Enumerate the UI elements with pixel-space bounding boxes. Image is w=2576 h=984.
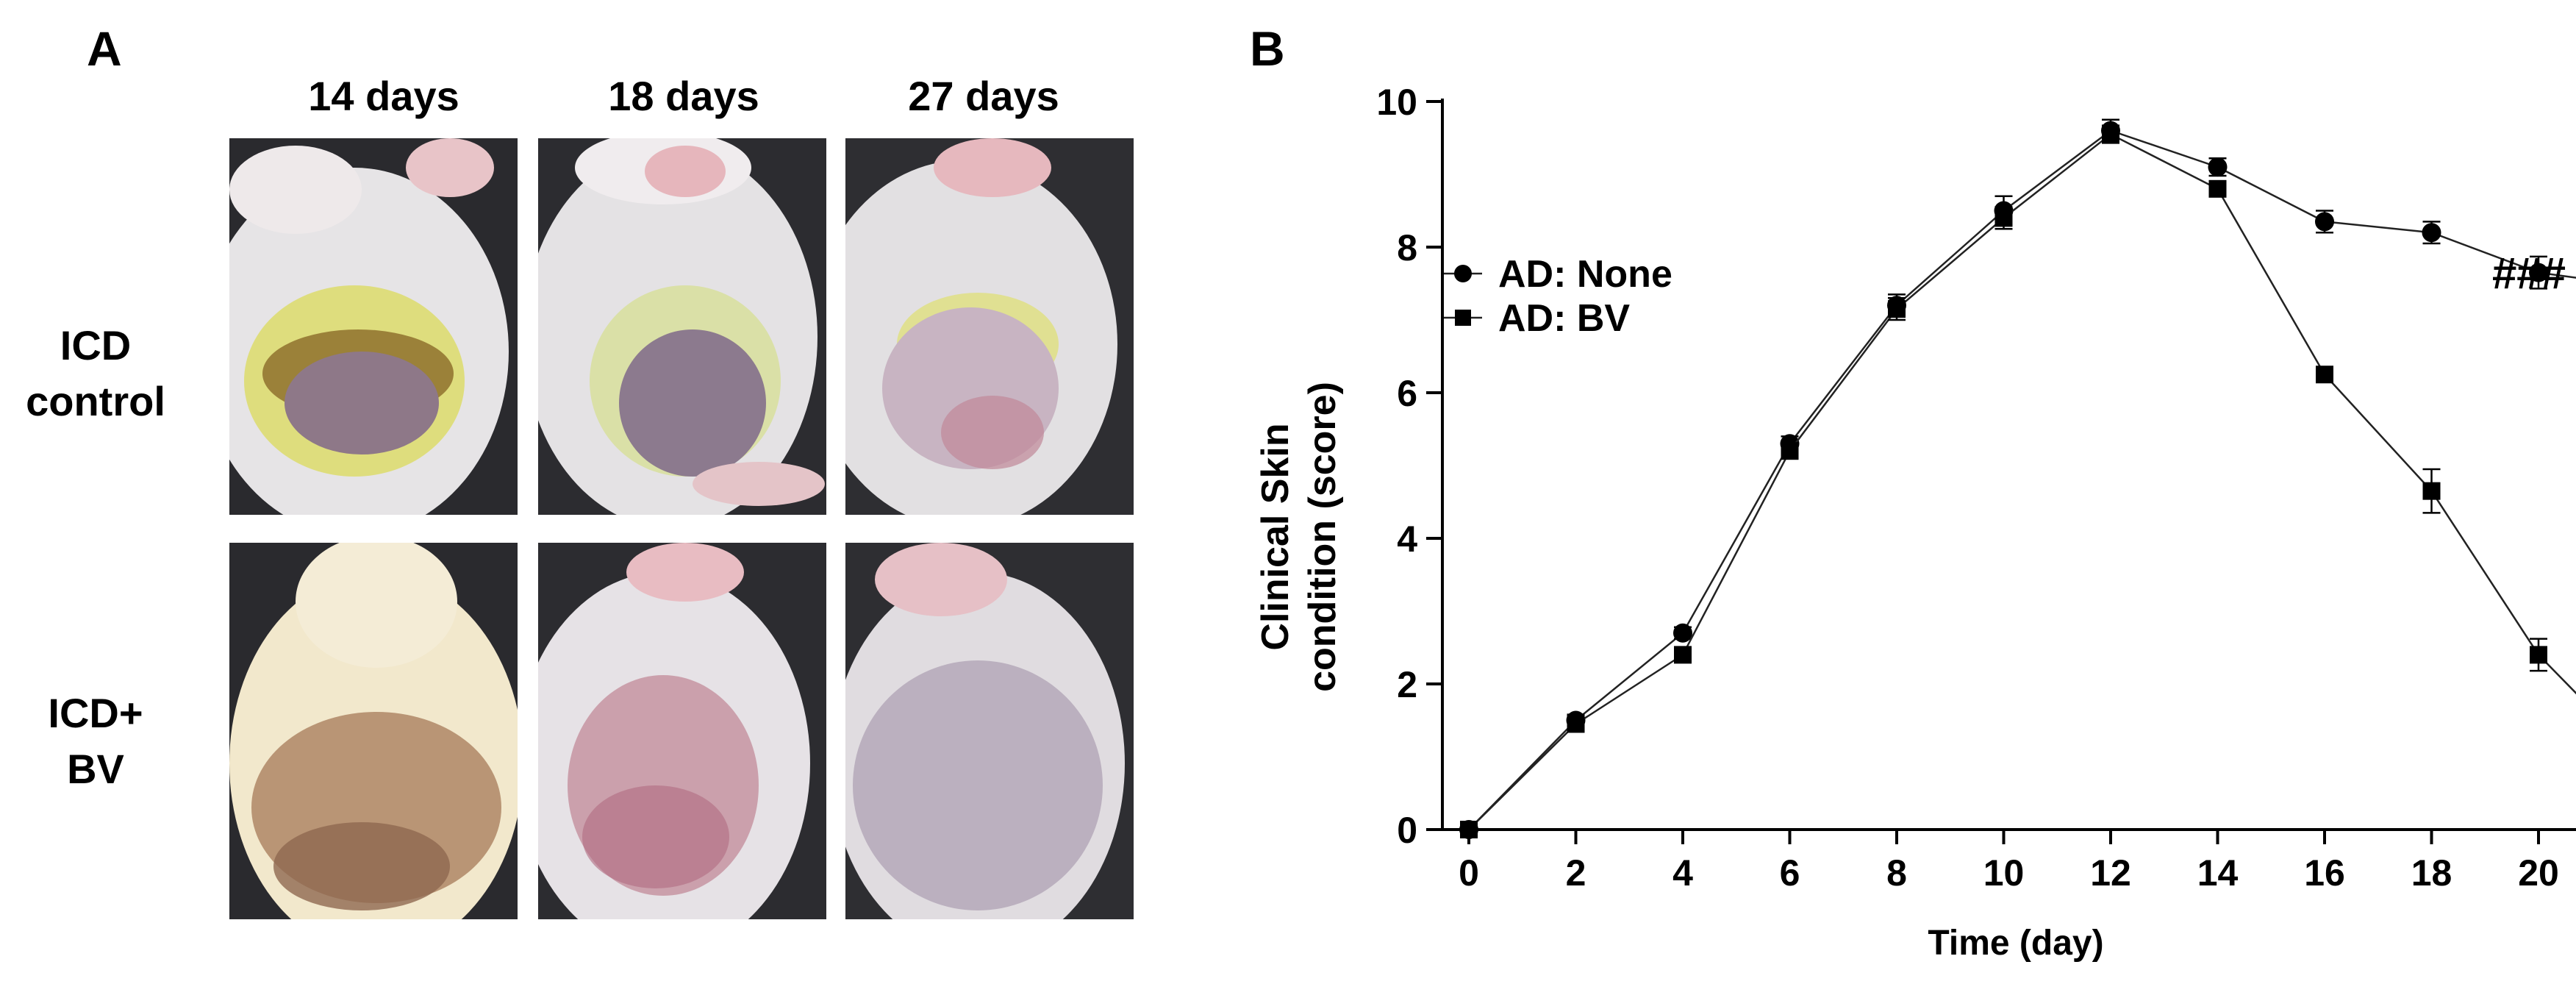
photo-icd-bv-27-days xyxy=(845,543,1134,919)
y-tick-label: 0 xyxy=(1397,810,1417,851)
data-point-square xyxy=(1994,209,2013,227)
legend-marker-circle xyxy=(1454,265,1472,282)
data-point-square xyxy=(2208,179,2227,198)
panel-b-letter: B xyxy=(1250,21,1285,76)
data-point-square xyxy=(1888,300,1906,318)
data-point-square xyxy=(2530,646,2547,664)
legend-marker-square xyxy=(1455,310,1471,326)
data-point-square xyxy=(2102,125,2119,143)
y-tick-label: 8 xyxy=(1397,227,1417,268)
panel-a-letter: A xyxy=(87,21,122,76)
data-point-square xyxy=(2316,366,2333,384)
row-label-icd-bv: ICD+ BV xyxy=(0,685,191,797)
photo-icd-control-14-days xyxy=(229,138,518,515)
column-header-27-days: 27 days xyxy=(908,73,1059,119)
data-point-square xyxy=(1460,821,1478,838)
x-tick-label: 4 xyxy=(1672,852,1693,894)
data-point-circle xyxy=(2208,157,2228,177)
y-tick-label: 2 xyxy=(1397,664,1417,705)
x-tick-label: 10 xyxy=(1983,852,2025,894)
x-tick-label: 6 xyxy=(1780,852,1800,894)
x-tick-label: 16 xyxy=(2304,852,2345,894)
x-axis-label: Time (day) xyxy=(1928,924,2103,963)
data-point-square xyxy=(2422,482,2441,500)
row-label-icd-bv-line2: BV xyxy=(67,746,124,792)
x-tick-label: 14 xyxy=(2197,852,2239,894)
x-tick-label: 18 xyxy=(2411,852,2452,894)
chart-series xyxy=(1459,118,2576,839)
y-axis-label-line2: condition (score) xyxy=(1301,382,1344,692)
y-tick-label: 10 xyxy=(1376,82,1417,123)
data-point-square xyxy=(1567,715,1585,733)
line-chart: 0246810024681012141618202325 AD: NoneAD:… xyxy=(1254,82,2576,963)
photo-icd-bv-14-days xyxy=(229,543,518,919)
x-tick-label: 12 xyxy=(2090,852,2131,894)
x-tick-label: 8 xyxy=(1886,852,1907,894)
legend-label: AD: BV xyxy=(1498,297,1630,340)
data-point-circle xyxy=(2529,263,2548,282)
photo-icd-bv-18-days xyxy=(538,543,826,919)
column-header-14-days: 14 days xyxy=(308,73,459,119)
data-point-square xyxy=(1674,646,1692,664)
data-point-circle xyxy=(2422,223,2441,243)
data-point-circle xyxy=(2315,212,2334,232)
row-label-icd-bv-line1: ICD+ xyxy=(48,690,143,736)
series-line-bv xyxy=(1468,133,2576,830)
data-point-circle xyxy=(1673,623,1692,643)
data-point-square xyxy=(1781,442,1799,460)
row-label-icd-control-line1: ICD xyxy=(60,322,132,368)
photo-icd-control-27-days xyxy=(845,138,1134,515)
row-label-icd-control: ICD control xyxy=(0,318,191,429)
photo-icd-control-18-days xyxy=(538,138,826,515)
y-axis-label-line1: Clinical Skin xyxy=(1254,423,1297,650)
y-tick-label: 6 xyxy=(1397,373,1417,414)
x-tick-label: 2 xyxy=(1566,852,1586,894)
significance-annotation: ### xyxy=(2492,249,2566,298)
series-line-none xyxy=(1468,129,2576,830)
y-tick-label: 4 xyxy=(1397,518,1417,560)
x-tick-label: 0 xyxy=(1459,852,1479,894)
row-label-icd-control-line2: control xyxy=(26,378,165,424)
chart-axes: 0246810024681012141618202325 xyxy=(1376,82,2576,894)
legend-label: AD: None xyxy=(1498,253,1672,296)
x-tick-label: 20 xyxy=(2518,852,2559,894)
column-header-18-days: 18 days xyxy=(608,73,759,119)
